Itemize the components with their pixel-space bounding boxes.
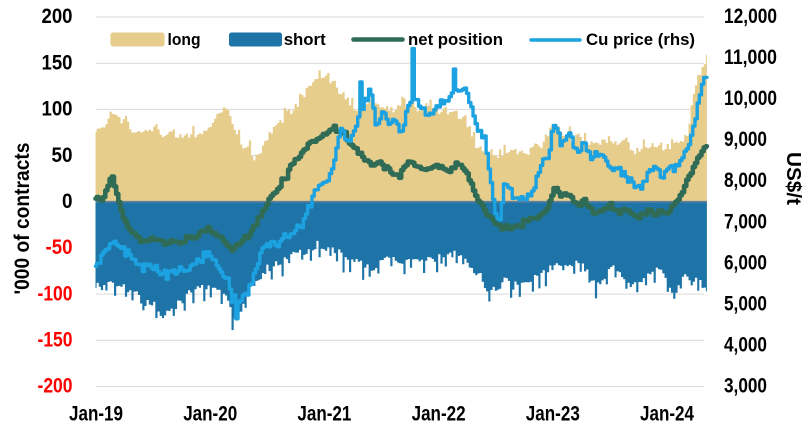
svg-text:Jan-22: Jan-22: [412, 403, 466, 426]
svg-text:8,000: 8,000: [724, 169, 767, 192]
svg-text:9,000: 9,000: [724, 128, 767, 151]
svg-text:200: 200: [42, 5, 73, 28]
svg-text:6,000: 6,000: [724, 251, 767, 274]
svg-text:-150: -150: [38, 329, 73, 352]
svg-text:11,000: 11,000: [724, 46, 777, 69]
svg-text:0: 0: [62, 190, 73, 213]
svg-text:5,000: 5,000: [724, 292, 767, 315]
svg-text:150: 150: [42, 51, 73, 74]
svg-text:50: 50: [52, 144, 73, 167]
svg-text:net position: net position: [408, 30, 503, 49]
svg-text:-200: -200: [38, 375, 73, 398]
svg-text:short: short: [284, 30, 326, 49]
svg-text:Jan-20: Jan-20: [183, 403, 237, 426]
svg-text:US$/t: US$/t: [782, 152, 804, 205]
svg-text:4,000: 4,000: [724, 333, 767, 356]
svg-text:-100: -100: [38, 282, 73, 305]
svg-text:Cu price (rhs): Cu price (rhs): [586, 30, 695, 49]
svg-text:-50: -50: [46, 236, 73, 259]
svg-text:'000 of contracts: '000 of contracts: [11, 143, 34, 295]
svg-text:100: 100: [42, 98, 73, 121]
svg-text:10,000: 10,000: [724, 87, 777, 110]
svg-text:Jan-19: Jan-19: [69, 403, 123, 426]
svg-text:7,000: 7,000: [724, 210, 767, 233]
svg-text:Jan-21: Jan-21: [297, 403, 351, 426]
svg-text:Jan-23: Jan-23: [526, 403, 580, 426]
svg-text:long: long: [168, 30, 201, 49]
svg-text:12,000: 12,000: [724, 5, 777, 28]
svg-text:Jan-24: Jan-24: [640, 403, 694, 426]
svg-text:3,000: 3,000: [724, 375, 767, 398]
